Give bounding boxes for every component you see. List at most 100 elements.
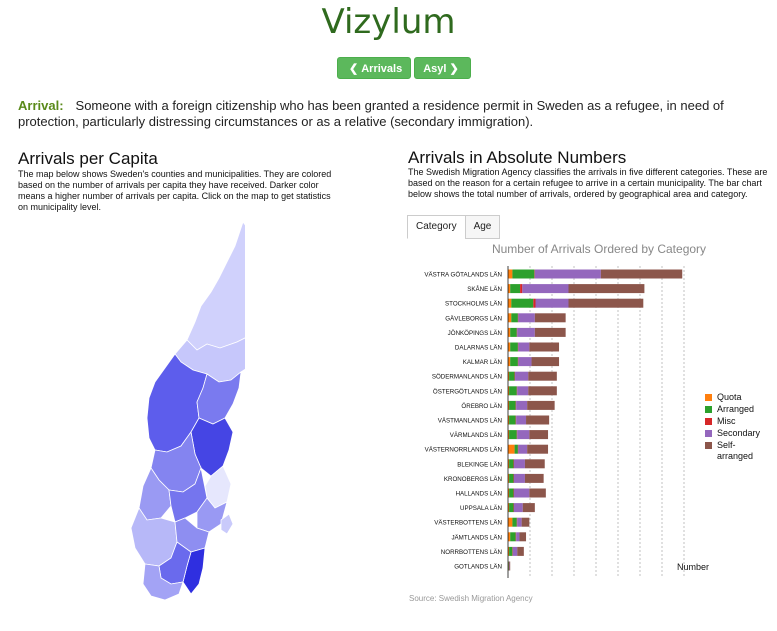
category-label: ÖSTERGÖTLANDS LÄN	[433, 388, 502, 395]
bar-segment	[529, 488, 546, 498]
prev-button[interactable]: ❮ Arrivals	[337, 57, 412, 79]
legend-swatch	[705, 442, 712, 449]
bar-segment	[510, 327, 517, 337]
bar-segment	[568, 284, 645, 294]
category-label: GOTLANDS LÄN	[454, 564, 502, 571]
map-description: The map below shows Sweden's counties an…	[18, 169, 332, 212]
chart-legend: Quota Arranged Misc Secondary Self-arranged	[705, 392, 761, 461]
bar-segment	[509, 459, 514, 469]
category-label: BLEKINGE LÄN	[457, 461, 502, 468]
map-region-gotland[interactable]	[220, 513, 234, 535]
category-label: DALARNAS LÄN	[455, 345, 502, 352]
bar-segment	[510, 284, 521, 294]
category-label: ÖREBRO LÄN	[461, 403, 502, 410]
category-label: KRONOBERGS LÄN	[444, 476, 502, 483]
bar-segment	[509, 546, 513, 556]
map-heading: Arrivals per Capita	[18, 149, 158, 168]
bar-segment	[508, 503, 510, 513]
category-label: UPPSALA LÄN	[460, 505, 502, 512]
legend-swatch	[705, 394, 712, 401]
bar-segment	[516, 415, 527, 425]
sweden-map[interactable]	[125, 222, 245, 600]
category-label: KALMAR LÄN	[463, 359, 502, 366]
category-label: JÖNKÖPINGS LÄN	[448, 330, 502, 337]
bar-segment	[509, 386, 517, 396]
bar-segment	[508, 444, 515, 454]
category-label: VÄSTRA GÖTALANDS LÄN	[424, 272, 502, 279]
bar-segment	[512, 269, 535, 279]
bar-segment	[509, 430, 517, 440]
nav-buttons: ❮ Arrivals Asyl ❯	[337, 57, 471, 79]
bar-segment	[508, 546, 510, 556]
bar-segment	[509, 473, 514, 483]
bar-segment	[517, 386, 529, 396]
bar-segment	[528, 371, 557, 381]
chart-category-labels: VÄSTRA GÖTALANDS LÄN SKÅNE LÄN STOCKHOLMS …	[424, 272, 502, 571]
bar-segment	[508, 342, 511, 352]
bar-segment	[517, 430, 530, 440]
legend-swatch	[705, 430, 712, 437]
bar-segment	[529, 430, 549, 440]
legend-label: Arranged	[717, 404, 754, 414]
chart-x-label: Number	[677, 562, 709, 572]
bar-segment	[568, 298, 644, 308]
bar-segment	[514, 444, 518, 454]
bar-segment	[513, 473, 525, 483]
chevron-left-icon: ❮	[349, 63, 359, 75]
category-label: NORRBOTTENS LÄN	[441, 549, 502, 556]
chart-tabs: Category Age	[407, 215, 501, 239]
bar-segment	[509, 488, 514, 498]
bar-segment	[534, 313, 566, 323]
tab-category[interactable]: Category	[407, 215, 466, 239]
chart-bars	[508, 269, 683, 571]
chart-title: Number of Arrivals Ordered by Category	[492, 242, 706, 256]
bar-segment	[509, 371, 515, 381]
category-label: VÄSTERBOTTENS LÄN	[434, 520, 502, 527]
category-label: STOCKHOLMS LÄN	[445, 301, 502, 308]
bar-segment	[509, 400, 516, 410]
definition-text: Someone with a foreign citizenship who h…	[18, 98, 724, 129]
bar-segment	[517, 546, 524, 556]
bar-segment	[518, 342, 530, 352]
bar-segment	[508, 298, 512, 308]
legend-swatch	[705, 418, 712, 425]
next-button[interactable]: Asyl ❯	[414, 57, 471, 79]
category-label: GÄVLEBORGS LÄN	[445, 315, 502, 322]
bar-segment	[508, 459, 510, 469]
chevron-right-icon: ❯	[449, 63, 459, 75]
bar-segment	[508, 517, 513, 527]
map-region-norrbotten[interactable]	[186, 222, 245, 351]
bar-segment	[513, 488, 530, 498]
bar-segment	[512, 517, 517, 527]
category-label: VÄSTERNORRLANDS LÄN	[425, 447, 502, 454]
legend-label-cont: arranged	[717, 451, 753, 461]
bar-segment	[508, 473, 510, 483]
bar-segment	[509, 415, 516, 425]
bar-segment	[518, 313, 535, 323]
bar-segment	[531, 357, 560, 367]
map-region-vasternorrland[interactable]	[196, 371, 242, 425]
bar-segment	[511, 298, 534, 308]
bar-segment	[508, 488, 510, 498]
bar-segment	[526, 415, 550, 425]
bar-segment	[534, 327, 566, 337]
bar-segment	[508, 400, 510, 410]
map-region-skane-halland[interactable]	[142, 563, 184, 600]
bar-segment	[510, 342, 518, 352]
legend-label: Self-	[717, 440, 736, 450]
tab-age[interactable]: Age	[464, 215, 501, 239]
chart-description: The Swedish Migration Agency classifies …	[408, 167, 768, 199]
bar-segment	[509, 503, 514, 513]
bar-segment	[524, 473, 544, 483]
bar-segment	[517, 517, 522, 527]
definition-term: Arrival:	[18, 98, 64, 113]
chart-source: Source: Swedish Migration Agency	[409, 594, 533, 603]
bar-segment	[527, 400, 555, 410]
bar-segment	[510, 357, 518, 367]
bar-segment	[517, 327, 535, 337]
chart-grid	[529, 266, 685, 578]
bar-segment	[508, 415, 510, 425]
bar-segment	[600, 269, 683, 279]
app-title: Vizylum	[321, 2, 456, 42]
category-label: VÄSTMANLANDS LÄN	[438, 418, 502, 425]
